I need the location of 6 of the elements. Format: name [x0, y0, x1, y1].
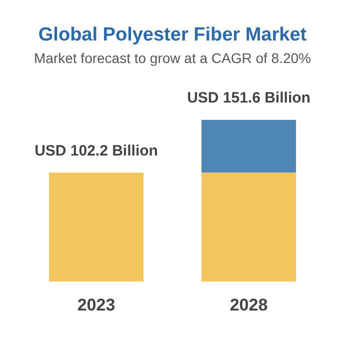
x-tick-label: 2023 [77, 295, 116, 314]
x-tick-label: 2028 [230, 295, 268, 314]
chart-title: Global Polyester Fiber Market [38, 24, 308, 46]
chart-subtitle: Market forecast to grow at a CAGR of 8.20% [34, 50, 312, 66]
total-label: USD 102.2 Billion [34, 142, 158, 160]
total-label: USD 151.6 Billion [187, 90, 310, 107]
